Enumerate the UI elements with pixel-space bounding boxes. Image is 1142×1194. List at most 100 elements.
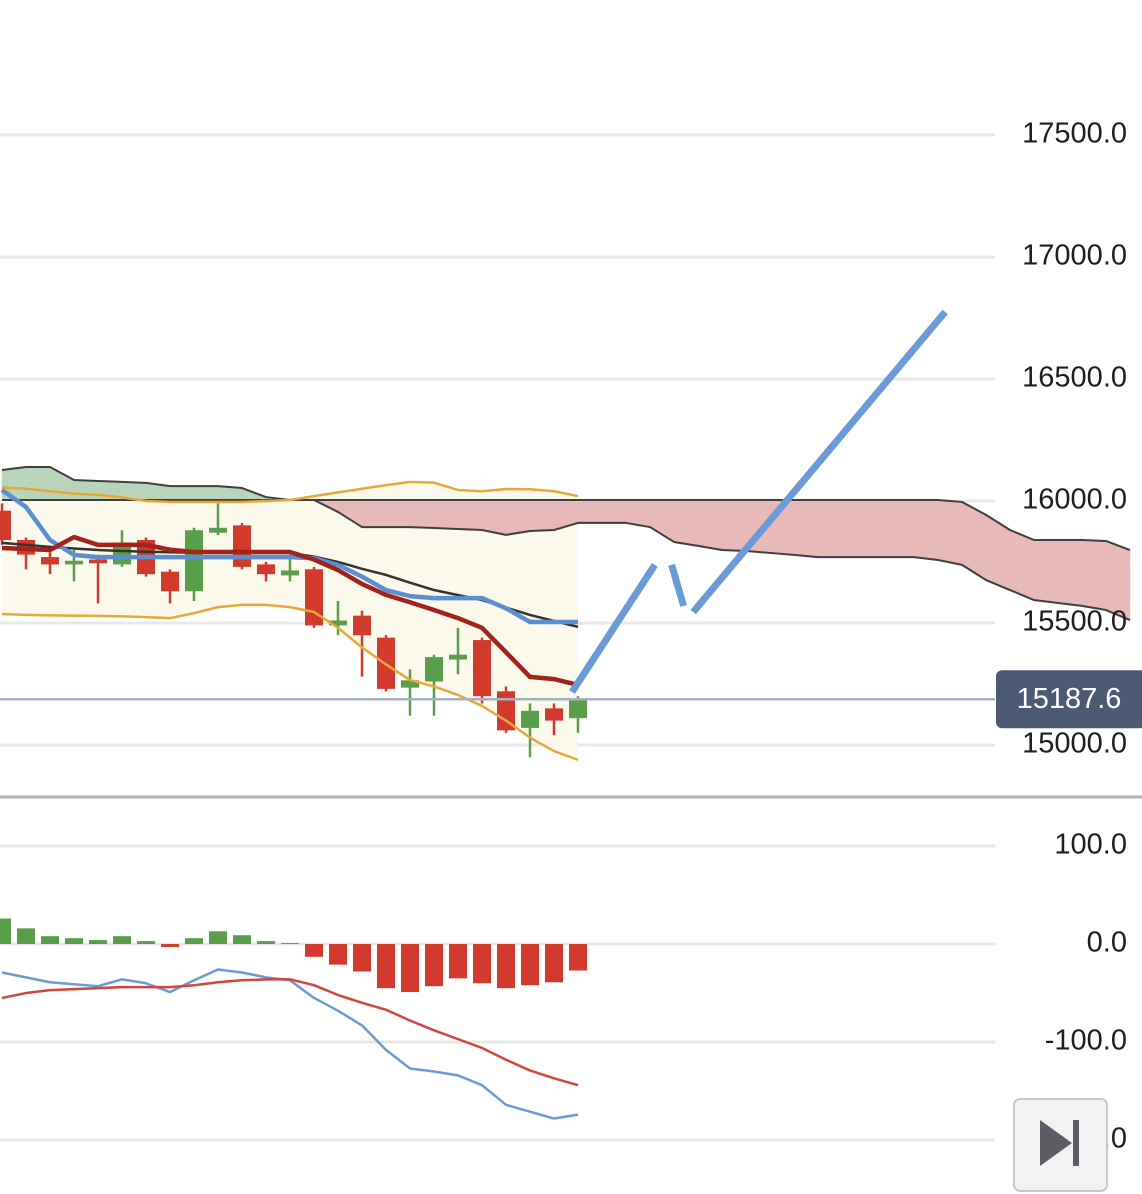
candle-body (161, 571, 179, 592)
candle-body (521, 710, 539, 728)
histogram-bar (281, 943, 299, 945)
histogram-bar (233, 935, 251, 945)
candle-body (473, 640, 491, 697)
candle-body (497, 691, 515, 731)
cloud-fill (529, 499, 555, 532)
candle-body (65, 560, 83, 565)
indicator-line (0, 488, 578, 625)
cloud-fill (1081, 539, 1107, 611)
candle-body (449, 654, 467, 660)
play-button[interactable] (1013, 1098, 1108, 1192)
candle-body (209, 527, 227, 533)
macd-line (1, 968, 579, 1120)
histogram-bar (209, 931, 227, 945)
cloud-fill (697, 499, 723, 551)
cloud-fill (937, 499, 963, 566)
macd-line (1, 978, 579, 1087)
candle-body (257, 564, 275, 575)
candle-body (185, 530, 203, 592)
histogram-bar (449, 944, 467, 979)
histogram-bar (0, 918, 11, 945)
indicator-line (1, 534, 579, 688)
cloud-fill (673, 499, 699, 547)
indicator-line (1, 603, 579, 762)
histogram-bar (377, 944, 395, 989)
candle-body (401, 680, 419, 688)
cloud-fill (433, 499, 459, 530)
cloud-fill (601, 499, 627, 524)
cloud-fill (169, 485, 195, 501)
histogram-bar (17, 928, 35, 945)
candle-body (89, 559, 107, 564)
y-tick-label: 16500.0 (1022, 362, 1127, 394)
trend-drawing (569, 562, 658, 694)
y-tick-label: 16000.0 (1022, 484, 1127, 516)
cloud-fill (817, 499, 843, 558)
last-price-label: 15187.6 (1017, 683, 1122, 715)
cloud-span-a (1, 466, 1131, 621)
cloud-fill (889, 499, 915, 558)
histogram-bar (185, 938, 203, 945)
histogram-bar (497, 944, 515, 989)
histogram-bar (41, 936, 59, 945)
candle-body (545, 708, 563, 721)
cloud-fill (1009, 529, 1035, 601)
cloud-fill (721, 499, 747, 552)
histogram-bar (65, 938, 83, 945)
cloud-fill (793, 499, 819, 558)
y-tick-label: 17000.0 (1022, 240, 1127, 272)
candle-body (0, 510, 11, 541)
cloud-fill (73, 479, 99, 501)
histogram-bar (329, 944, 347, 965)
y-tick-label: 15500.0 (1022, 606, 1127, 638)
candle-body (569, 699, 587, 719)
trend-drawing (690, 309, 948, 615)
y-tick-label: 17500.0 (1022, 118, 1127, 150)
histogram-bar (521, 944, 539, 986)
cloud-fill (361, 499, 387, 528)
cloud-fill (481, 499, 507, 536)
histogram-bar (545, 944, 563, 983)
cloud-fill (409, 499, 435, 529)
candle-body (41, 557, 59, 565)
indicator-line (1, 480, 579, 504)
cloud-fill (49, 466, 75, 501)
y-tick-label: 0.0 (1087, 927, 1127, 959)
cloud-fill (1057, 539, 1083, 607)
histogram-bar (425, 944, 443, 987)
skip-bar[interactable] (1073, 1120, 1079, 1166)
cloud-fill (1033, 539, 1059, 604)
histogram-bar (89, 940, 107, 945)
cloud-fill (865, 499, 891, 558)
candle-body (353, 615, 371, 636)
last-price-box (996, 670, 1142, 729)
histogram-bar (473, 944, 491, 984)
histogram-bar (113, 936, 131, 945)
candle-body (281, 570, 299, 576)
histogram-bar (401, 944, 419, 993)
cloud-fill (913, 499, 939, 561)
candle-body (233, 525, 251, 567)
histogram-bar (305, 944, 323, 957)
cloud-fill (985, 514, 1011, 591)
histogram-bar (137, 941, 155, 945)
cloud-fill (25, 466, 51, 501)
cloud-fill (505, 499, 531, 536)
cloud-fill (841, 499, 867, 558)
cloud-fill (577, 499, 603, 524)
histogram-bar (569, 944, 587, 971)
cloud-span-b (2, 498, 1131, 551)
cloud-fill (385, 499, 411, 528)
y-tick-label: 15000.0 (1022, 728, 1127, 760)
cloud-fill (193, 485, 219, 501)
play-icon[interactable] (1040, 1120, 1072, 1166)
histogram-bar (353, 944, 371, 972)
candle-body (329, 620, 347, 626)
trend-drawing (668, 563, 687, 607)
histogram-bar (257, 941, 275, 945)
histogram-bar (161, 944, 179, 947)
cloud-fill (457, 499, 483, 531)
y-tick-label: 100.0 (1054, 829, 1127, 861)
candle-body (425, 657, 443, 682)
